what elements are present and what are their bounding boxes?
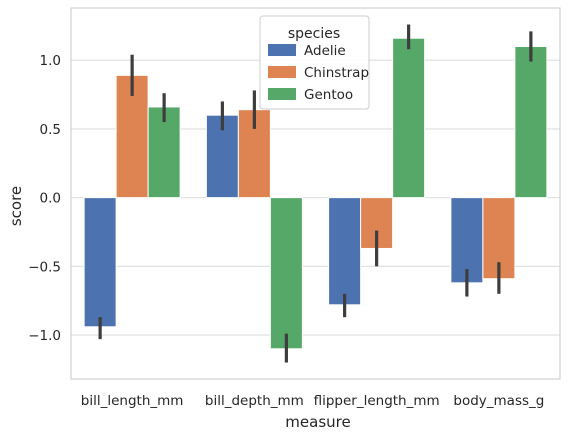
- x-axis-ticks: bill_length_mm bill_depth_mm flipper_lengt…: [81, 393, 545, 409]
- y-tick-label: −1.0: [28, 328, 61, 344]
- legend: species Adelie Chinstrap Gentoo: [259, 15, 370, 110]
- legend-items: Adelie Chinstrap Gentoo: [268, 43, 369, 103]
- legend-label-gentoo: Gentoo: [304, 87, 353, 103]
- bar-gentoo-body_mass_g: [514, 45, 548, 199]
- y-tick-label: 0.0: [40, 191, 61, 207]
- x-tick-label: flipper_length_mm: [314, 393, 440, 409]
- plot-frame: [70, 7, 561, 380]
- legend-box: [259, 15, 370, 110]
- bar-layer: [83, 37, 548, 350]
- bar-gentoo-bill_depth_mm: [269, 197, 303, 350]
- bar-adelie-bill_length_mm: [83, 197, 117, 328]
- errorbar-layer: [98, 24, 533, 363]
- y-axis-label: score: [7, 186, 25, 226]
- bar-adelie-flipper_length_mm: [328, 197, 362, 306]
- x-tick-label: bill_depth_mm: [205, 393, 304, 409]
- legend-swatch-chinstrap: [268, 66, 296, 78]
- legend-title: species: [288, 26, 340, 42]
- y-tick-label: 0.5: [40, 122, 61, 138]
- x-axis-label: measure: [285, 413, 350, 431]
- bar-gentoo-flipper_length_mm: [392, 37, 426, 199]
- y-tick-label: 1.0: [40, 53, 61, 69]
- legend-swatch-adelie: [268, 44, 296, 56]
- y-tick-label: −0.5: [28, 259, 61, 275]
- legend-swatch-gentoo: [268, 88, 296, 100]
- y-axis-ticks: −1.0 −0.5 0.0 0.5 1.0: [28, 53, 61, 344]
- x-tick-label: bill_length_mm: [81, 393, 184, 409]
- legend-label-adelie: Adelie: [304, 43, 346, 59]
- x-tick-label: body_mass_g: [453, 393, 544, 409]
- legend-label-chinstrap: Chinstrap: [304, 65, 369, 81]
- bar-chinstrap-bill_length_mm: [115, 74, 149, 199]
